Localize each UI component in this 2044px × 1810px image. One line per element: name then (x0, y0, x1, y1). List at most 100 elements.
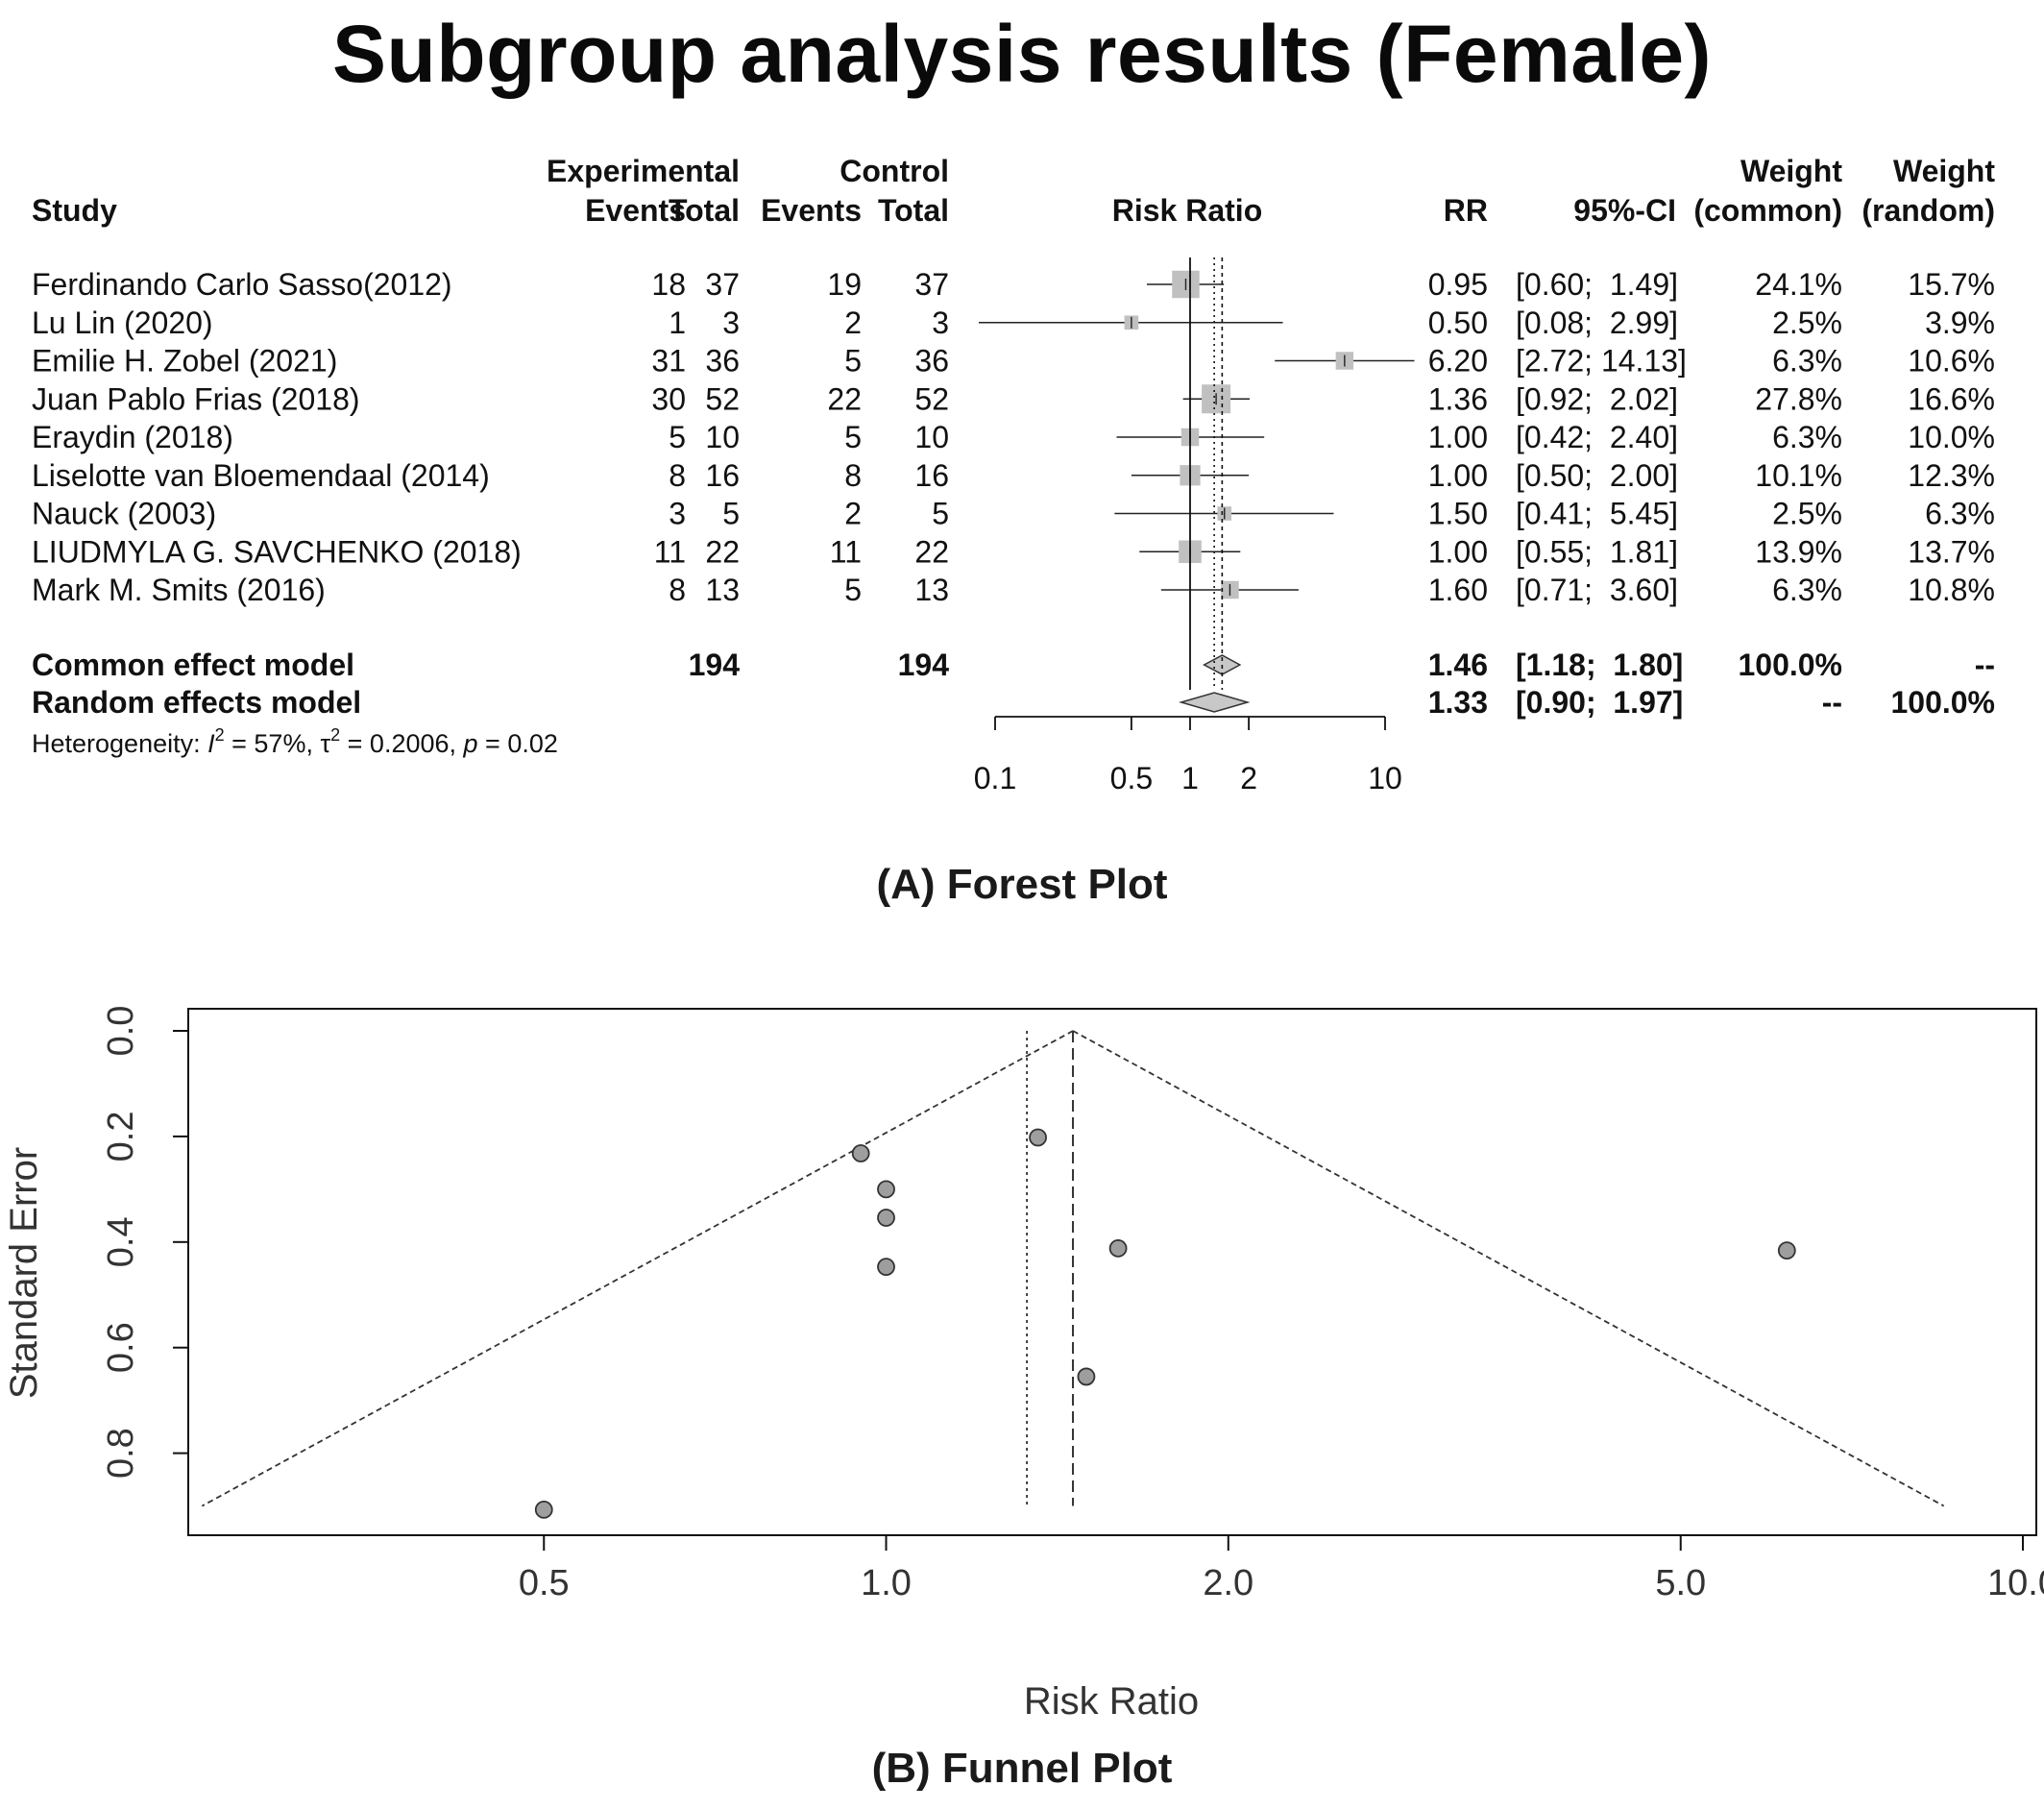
study-name: Emilie H. Zobel (2021) (32, 344, 337, 379)
header-rr: RR (1444, 193, 1488, 228)
weight-random-value: 16.6% (1908, 381, 1995, 416)
header-ctrl-events: Events (761, 193, 862, 228)
random-effects-rr: 1.33 (1428, 685, 1488, 720)
x-tick-label: 2 (1240, 761, 1257, 795)
rr-value: 1.60 (1428, 573, 1488, 607)
study-name: Nauck (2003) (32, 497, 216, 531)
forest-plot: Experimental Control Weight Weight Study Even… (32, 154, 1995, 795)
study-name: Juan Pablo Frias (2018) (32, 381, 360, 416)
header-experimental: Experimental (547, 154, 740, 188)
header-exp-events: Events (585, 193, 686, 228)
random-effects-weight-random: 100.0% (1890, 685, 1995, 720)
ctrl-total: 22 (914, 534, 949, 569)
ctrl-events: 5 (844, 344, 862, 379)
study-point (877, 1180, 895, 1199)
rr-value: 1.00 (1428, 534, 1488, 569)
common-effect-weight-common: 100.0% (1738, 648, 1842, 682)
study-name: Eraydin (2018) (32, 420, 233, 454)
x-tick-label: 1 (1181, 761, 1199, 795)
tau2-value: = 0.2006, (340, 729, 463, 758)
i2-superscript: 2 (215, 725, 225, 745)
weight-common-value: 6.3% (1772, 344, 1842, 379)
random-effects-weight-common: -- (1822, 685, 1842, 720)
i2-value: = 57%, (225, 729, 321, 758)
rr-value: 1.00 (1428, 420, 1488, 454)
funnel-left-line (201, 1030, 1074, 1507)
exp-events: 5 (669, 420, 686, 454)
rr-value: 6.20 (1428, 344, 1488, 379)
ci-value: [0.71; 3.60] (1516, 573, 1678, 607)
weight-random-value: 15.7% (1908, 267, 1995, 302)
ci-value: [0.60; 1.49] (1516, 267, 1678, 302)
exp-total: 22 (705, 534, 740, 569)
weight-common-value: 27.8% (1755, 381, 1842, 416)
study-point (1029, 1128, 1047, 1147)
header-study: Study (32, 193, 117, 228)
y-tick-label: 0.8 (101, 1428, 141, 1479)
common-effect-exp-total: 194 (689, 648, 741, 682)
ci-value: [0.41; 5.45] (1516, 497, 1678, 531)
ci-value: [0.08; 2.99] (1516, 306, 1678, 340)
ci-value: [0.55; 1.81] (1516, 534, 1678, 569)
ci-value: [0.92; 2.02] (1516, 381, 1678, 416)
study-point (877, 1258, 895, 1277)
i2-symbol: I (207, 729, 215, 758)
study-point (1077, 1367, 1096, 1386)
exp-events: 31 (651, 344, 686, 379)
funnel-plot: 0.5 1.0 2.0 5.0 10.0 Risk Ratio 0.0 0.2 0.4 0.6 0.… (3, 1006, 2044, 1723)
header-ctrl-total: Total (878, 193, 949, 228)
header-exp-total: Total (669, 193, 740, 228)
header-weight-common-sub: (common) (1693, 193, 1842, 228)
ctrl-total: 3 (932, 306, 949, 340)
study-point (851, 1144, 870, 1162)
weight-common-value: 2.5% (1772, 306, 1842, 340)
study-name: Liselotte van Bloemendaal (2014) (32, 458, 490, 493)
heterogeneity-text: Heterogeneity: I2 = 57%, τ2 = 0.2006, p … (32, 725, 558, 758)
x-tick-label: 0.5 (1110, 761, 1153, 795)
ctrl-events: 19 (827, 267, 862, 302)
page-title: Subgroup analysis results (Female) (331, 9, 1713, 99)
exp-total: 3 (722, 306, 740, 340)
study-name: LIUDMYLA G. SAVCHENKO (2018) (32, 534, 522, 569)
ctrl-total: 52 (914, 381, 949, 416)
weight-random-value: 3.9% (1925, 306, 1995, 340)
ctrl-events: 5 (844, 420, 862, 454)
ctrl-events: 8 (844, 458, 862, 493)
random-effects-label: Random effects model (32, 685, 361, 720)
ctrl-events: 11 (830, 534, 862, 569)
exp-total: 52 (705, 381, 740, 416)
weight-common-value: 2.5% (1772, 497, 1842, 531)
rr-value: 1.00 (1428, 458, 1488, 493)
ctrl-total: 10 (914, 420, 949, 454)
weight-random-value: 6.3% (1925, 497, 1995, 531)
weight-common-value: 6.3% (1772, 420, 1842, 454)
ctrl-total: 37 (914, 267, 949, 302)
x-axis-label: Risk Ratio (1024, 1680, 1199, 1723)
rr-value: 1.36 (1428, 381, 1488, 416)
rr-value: 0.95 (1428, 267, 1488, 302)
exp-total: 13 (705, 573, 740, 607)
weight-random-value: 13.7% (1908, 534, 1995, 569)
exp-events: 8 (669, 458, 686, 493)
header-risk-ratio: Risk Ratio (1112, 193, 1262, 228)
x-tick-label: 5.0 (1655, 1563, 1706, 1603)
tau2-superscript: 2 (330, 725, 340, 745)
exp-events: 11 (654, 534, 686, 569)
forest-plot-caption: (A) Forest Plot (876, 861, 1168, 908)
x-tick-label: 2.0 (1203, 1563, 1253, 1603)
ci-value: [0.50; 2.00] (1516, 458, 1678, 493)
ctrl-events: 22 (827, 381, 862, 416)
header-weight-random: Weight (1893, 154, 1995, 188)
x-tick-label: 0.1 (974, 761, 1016, 795)
exp-total: 10 (705, 420, 740, 454)
exp-events: 8 (669, 573, 686, 607)
header-control: Control (840, 154, 949, 188)
common-effect-weight-random: -- (1975, 648, 1995, 682)
ctrl-events: 2 (844, 497, 862, 531)
y-axis-label: Standard Error (3, 1147, 45, 1399)
study-name: Ferdinando Carlo Sasso(2012) (32, 267, 452, 302)
rr-value: 0.50 (1428, 306, 1488, 340)
weight-random-value: 10.0% (1908, 420, 1995, 454)
exp-total: 5 (722, 497, 740, 531)
exp-events: 18 (651, 267, 686, 302)
